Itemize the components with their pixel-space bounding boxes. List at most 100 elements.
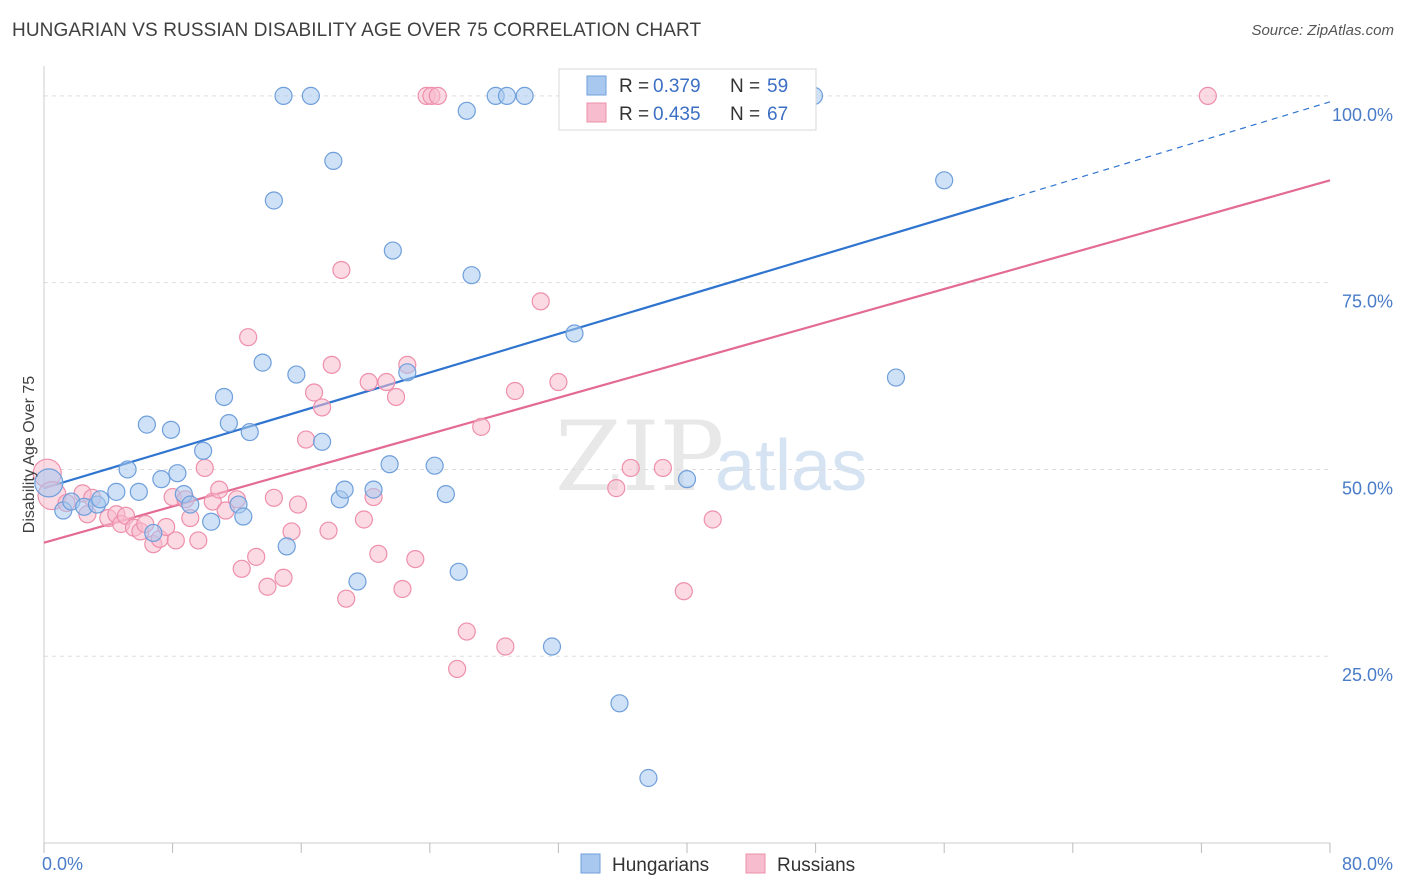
hungarian-point <box>462 266 481 285</box>
hungarian-point <box>219 414 238 433</box>
russian-point <box>505 381 525 401</box>
legend-n-label-russians: N = <box>730 104 760 125</box>
russian-point <box>1198 86 1217 105</box>
russian-point <box>232 559 251 578</box>
y-tick-label: 25.0% <box>1342 665 1393 685</box>
russian-point <box>354 510 373 529</box>
y-axis-label: Disability Age Over 75 <box>21 376 38 534</box>
hungarian-point <box>202 512 221 531</box>
hungarian-point <box>425 456 444 475</box>
hungarian-point <box>383 241 402 260</box>
hungarian-point <box>436 484 455 504</box>
watermark-zip: ZIP <box>555 401 724 513</box>
axes <box>43 66 1331 853</box>
x-tick-label: 80.0% <box>1342 854 1393 874</box>
bottom-legend-swatch-russians <box>745 853 766 874</box>
russian-point <box>304 383 324 402</box>
hungarian-point <box>234 507 253 526</box>
hungarian-point <box>324 151 343 170</box>
hungarian-point <box>886 368 906 387</box>
source-credit: Source: ZipAtlas.com <box>1251 22 1394 39</box>
hungarian-point <box>34 468 64 498</box>
russian-point <box>703 510 722 529</box>
tick-labels: 100.0% 75.0% 50.0% 25.0% 0.0% 80.0% <box>42 105 1393 874</box>
hungarian-point <box>137 415 156 434</box>
hungarian-point <box>380 455 399 474</box>
hungarian-point <box>152 470 171 489</box>
russian-point <box>210 480 229 499</box>
russian-point <box>386 387 406 407</box>
hungarian-point <box>181 495 200 514</box>
russian-point <box>653 458 672 478</box>
hungarian-point <box>214 387 234 407</box>
hungarian-point <box>277 537 296 556</box>
legend-n-value-hungarians: 59 <box>767 76 788 97</box>
hungarian-trend-extension <box>1008 101 1331 200</box>
russian-point <box>531 292 550 311</box>
russian-point <box>264 488 283 507</box>
legend-r-value-hungarians: 0.379 <box>653 76 701 97</box>
hungarian-point <box>335 480 354 499</box>
russian-point <box>607 479 626 498</box>
russian-point <box>166 531 185 550</box>
hungarian-point <box>301 86 320 105</box>
russian-trend-line <box>43 179 1331 544</box>
russian-point <box>322 355 341 374</box>
russian-point <box>496 637 515 656</box>
russian-point <box>674 582 693 601</box>
y-tick-label: 75.0% <box>1342 292 1393 312</box>
hungarian-point <box>639 768 658 788</box>
russian-point <box>195 458 214 478</box>
y-tick-label: 100.0% <box>1332 105 1393 125</box>
russian-point <box>274 568 293 587</box>
russian-point <box>393 579 412 599</box>
russian-point <box>189 531 208 550</box>
hungarian-point <box>677 470 697 489</box>
chart-title: HUNGARIAN VS RUSSIAN DISABILITY AGE OVER… <box>12 20 702 41</box>
legend-r-label-russians: R = <box>619 104 649 125</box>
russian-point <box>332 260 351 280</box>
bottom-legend-russians: Russians <box>777 855 855 876</box>
russian-point <box>472 417 491 436</box>
russian-point <box>369 544 388 563</box>
series-legend: Hungarians Russians <box>580 853 855 876</box>
hungarian-point <box>274 86 293 105</box>
hungarian-point <box>194 441 213 460</box>
russian-point <box>258 577 277 596</box>
hungarian-point <box>264 191 283 210</box>
hungarian-point <box>253 353 272 372</box>
russian-point <box>457 622 476 641</box>
hungarian-point <box>398 363 417 382</box>
hungarian-point <box>515 86 534 105</box>
hungarian-point <box>565 324 584 343</box>
russian-point <box>319 521 338 540</box>
legend-n-label-hungarians: N = <box>730 76 760 97</box>
hungarian-trend-line <box>43 197 1009 490</box>
legend-r-value-russians: 0.435 <box>653 104 701 125</box>
legend-r-label-hungarians: R = <box>619 76 649 97</box>
watermark-atlas: atlas <box>715 426 867 506</box>
hungarian-point <box>935 171 954 190</box>
russian-point <box>239 328 258 347</box>
y-tick-label: 50.0% <box>1342 478 1393 498</box>
bottom-legend-swatch-hungarians <box>580 853 601 874</box>
russian-point <box>621 458 640 478</box>
russian-point <box>288 495 308 514</box>
hungarian-point <box>287 365 306 384</box>
hungarian-point <box>240 422 259 442</box>
hungarian-point <box>348 572 367 591</box>
hungarian-point <box>168 464 187 483</box>
hungarian-point <box>610 694 629 713</box>
russian-point <box>312 398 332 417</box>
hungarian-point <box>312 432 332 451</box>
russian-point <box>406 549 425 569</box>
russian-point <box>428 86 447 105</box>
hungarian-point <box>449 562 468 581</box>
legend-swatch-hungarians <box>586 75 607 96</box>
russian-point <box>377 372 396 392</box>
bottom-legend-hungarians: Hungarians <box>612 855 709 876</box>
hungarian-point <box>364 480 383 499</box>
russian-point <box>359 372 378 392</box>
hungarian-point <box>118 460 137 479</box>
russian-point <box>337 589 356 608</box>
